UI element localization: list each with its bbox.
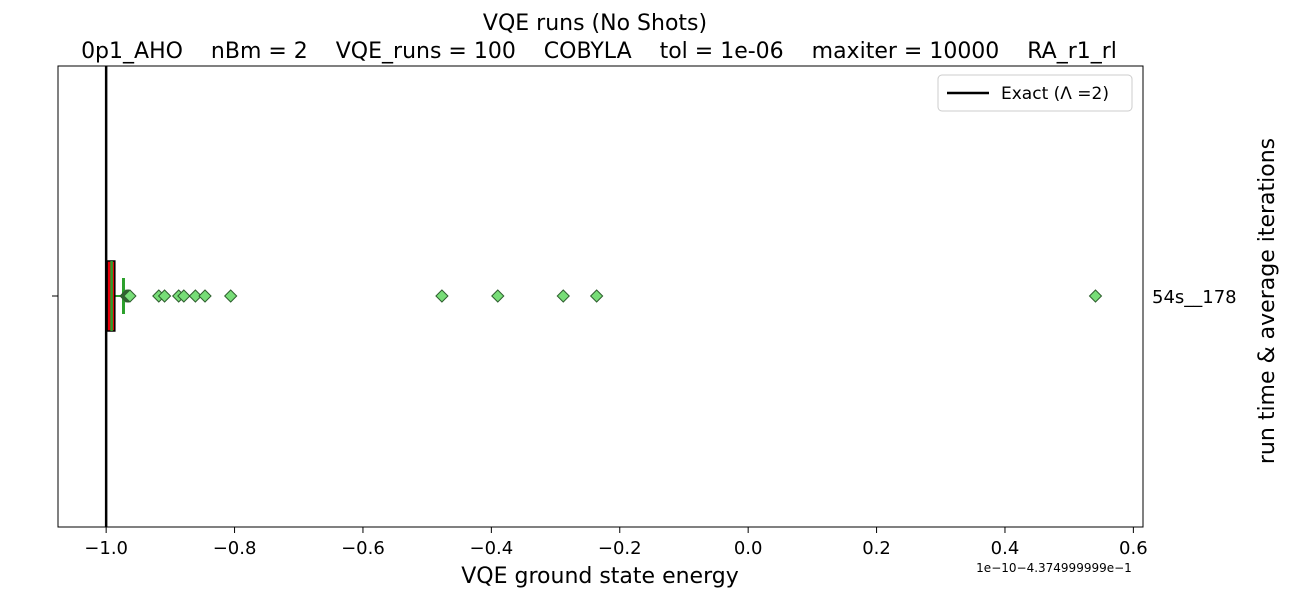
outlier-point bbox=[589, 289, 604, 303]
outlier-point bbox=[556, 289, 570, 303]
outlier-point bbox=[223, 289, 238, 303]
x-tick-label: −0.2 bbox=[598, 538, 642, 559]
x-tick-label: 0.0 bbox=[734, 538, 763, 559]
x-axis-label: VQE ground state energy bbox=[461, 564, 738, 589]
legend-label-exact: Exact (Λ =2) bbox=[1001, 84, 1109, 104]
category-label: 54s__178 bbox=[1152, 287, 1237, 308]
legend: Exact (Λ =2) bbox=[937, 74, 1133, 112]
x-tick-label: −0.4 bbox=[469, 538, 513, 559]
x-axis: −1.0 −0.8 −0.6 −0.4 −0.2 0.0 0.2 0.4 0.6 bbox=[84, 527, 1148, 559]
x-tick-label: 0.6 bbox=[1119, 538, 1148, 559]
outlier-point bbox=[198, 289, 212, 303]
outlier-point bbox=[1088, 289, 1103, 303]
x-tick-label: 0.4 bbox=[991, 538, 1020, 559]
outlier-point bbox=[157, 289, 172, 303]
outlier-point bbox=[177, 289, 191, 303]
y-axis-label-right: run time & average iterations bbox=[1255, 138, 1280, 464]
outlier-point bbox=[188, 289, 203, 303]
chart-marks bbox=[104, 66, 1103, 527]
x-tick-label: 0.2 bbox=[862, 538, 891, 559]
outlier-point bbox=[123, 289, 137, 303]
x-tick-label: −0.8 bbox=[213, 538, 257, 559]
chart-title: VQE runs (No Shots) bbox=[483, 11, 707, 36]
outlier-point bbox=[491, 289, 505, 303]
chart-subtitle: 0p1_AHO nBm = 2 VQE_runs = 100 COBYLA to… bbox=[81, 39, 1117, 64]
x-tick-label: −0.6 bbox=[341, 538, 385, 559]
x-offset-label: 1e−10−4.374999999e−1 bbox=[976, 561, 1132, 575]
outlier-point bbox=[435, 289, 449, 303]
legend-box bbox=[937, 74, 1133, 112]
x-tick-label: −1.0 bbox=[84, 538, 128, 559]
